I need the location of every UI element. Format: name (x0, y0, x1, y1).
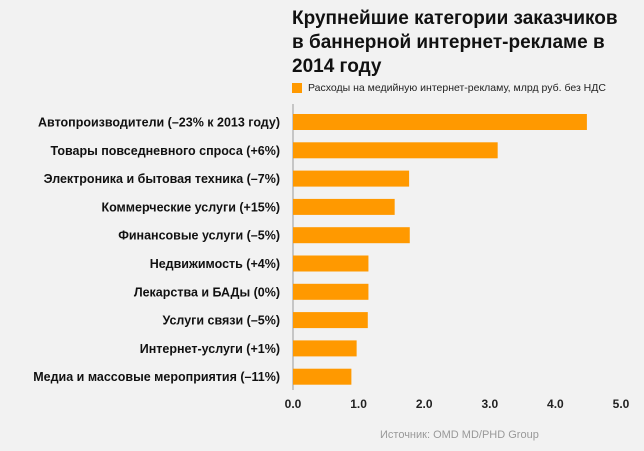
legend-label: Расходы на медийную интернет-рекламу, мл… (308, 82, 606, 94)
x-tick-label: 4.0 (547, 397, 564, 411)
x-tick-label: 0.0 (285, 397, 302, 411)
x-tick-label: 1.0 (350, 397, 367, 411)
bar (293, 114, 587, 130)
category-label: Лекарства и БАДы (0%) (134, 285, 280, 299)
category-label: Товары повседневного спроса (+6%) (51, 144, 281, 158)
bar (293, 340, 357, 357)
x-tick-label: 5.0 (613, 397, 630, 411)
source-note: Источник: OMD MD/PHD Group (380, 429, 539, 441)
category-label: Электроника и бытовая техника (–7%) (44, 172, 280, 186)
bar (293, 368, 352, 385)
x-tick-label: 3.0 (481, 397, 498, 411)
category-label: Недвижимость (+4%) (150, 257, 280, 271)
category-label: Интернет-услуги (+1%) (140, 342, 280, 356)
bar (293, 255, 369, 272)
bar (293, 142, 498, 159)
category-label: Коммерческие услуги (+15%) (101, 200, 280, 214)
bar (293, 198, 395, 215)
chart-title: Крупнейшие категории заказчиков в баннер… (292, 8, 618, 77)
bar (293, 227, 410, 244)
category-label: Услуги связи (–5%) (162, 314, 280, 328)
x-tick-label: 2.0 (416, 397, 433, 411)
category-label: Медиа и массовые мероприятия (–11%) (33, 370, 280, 384)
bar (293, 283, 369, 300)
category-label: Автопроизводители (–23% к 2013 году) (38, 116, 280, 130)
category-label: Финансовые услуги (–5%) (118, 229, 280, 243)
bar (293, 312, 368, 329)
legend: Расходы на медийную интернет-рекламу, мл… (292, 82, 606, 94)
legend-swatch (292, 83, 302, 93)
bar (293, 170, 410, 187)
